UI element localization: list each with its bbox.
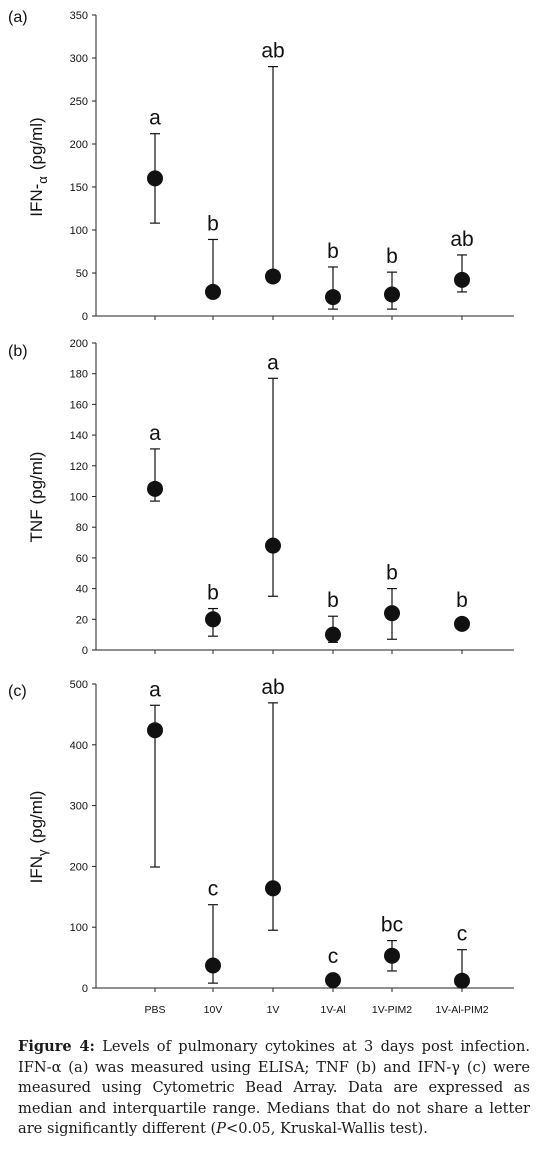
significance-letter: b [207,212,219,235]
y-tick-label: 300 [70,53,88,65]
median-point [454,972,470,989]
significance-letter: a [149,107,161,130]
median-point [454,615,470,632]
y-axis-label-unit: (pg/ml) [27,452,46,505]
figure: (a) 0 50 100 150 200 250 300 350 IFN-α(pg/ml) a b ab… [8,9,514,1016]
significance-letter: ab [261,40,284,63]
caption-text-part1: Levels of pulmonary cytokines at 3 days … [18,1038,530,1137]
y-tick-label: 50 [76,268,88,280]
y-tick-label: 0 [82,645,88,657]
panel-2: (b) 0 20 40 60 80 100 120 140 160 180 200 TNF (pg/ml)… [8,338,514,657]
x-category-label: 1V-Al [320,1004,345,1016]
x-category-label: 1V-Al-PIM2 [435,1004,488,1016]
y-tick-label: 20 [76,614,88,626]
median-point [325,626,341,643]
significance-letter: a [149,678,161,701]
y-tick-label: 300 [70,801,88,813]
y-tick-label: 500 [70,679,88,691]
panel-label: (a) [8,9,28,26]
y-axis-label-main: IFN [27,856,46,883]
y-tick-label: 0 [82,311,88,323]
panel-label: (c) [8,683,27,700]
panel-3: (c) 0 100 200 300 400 500 IFNγ (pg/ml) a c ab c bc c [8,676,514,995]
figure-caption: Figure 4: Levels of pulmonary cytokines … [18,1037,530,1140]
significance-letter: ab [450,228,473,251]
y-axis-label-main: IFN- [27,184,46,217]
median-point [325,289,341,306]
y-tick-label: 60 [76,553,88,565]
median-point [205,283,221,300]
y-tick-label: 100 [70,922,88,934]
y-tick-label: 250 [70,96,88,108]
y-axis-label-unit: (pg/ml) [27,791,46,844]
y-tick-label: 100 [70,492,88,504]
y-tick-label: 180 [70,369,88,381]
significance-letter: b [327,589,339,612]
significance-letter: c [208,878,219,901]
y-tick-label: 140 [70,430,88,442]
y-axis-label-unit: (pg/ml) [27,117,46,170]
significance-letter: c [328,945,339,968]
median-point [454,271,470,288]
y-tick-label: 120 [70,461,88,473]
median-point [147,722,163,739]
significance-letter: a [149,422,161,445]
significance-letter: ab [261,676,284,699]
x-category-label: 1V-PIM2 [372,1004,412,1016]
significance-letter: b [456,589,468,612]
caption-p-symbol: P [216,1120,226,1137]
x-category-label: PBS [144,1004,165,1016]
significance-letter: bc [381,914,403,937]
caption-lead: Figure 4: [18,1038,95,1055]
y-tick-label: 160 [70,399,88,411]
y-axis-label-main: TNF [27,509,46,542]
y-axis-label: IFN-α (pg/ml) [27,117,50,216]
median-point [147,170,163,187]
y-tick-label: 80 [76,522,88,534]
y-axis-label: IFNγ (pg/ml) [27,791,50,884]
significance-letter: b [386,562,398,585]
y-tick-label: 0 [82,983,88,995]
median-point [384,947,400,964]
significance-letter: b [386,245,398,268]
median-point [147,480,163,497]
median-point [325,972,341,989]
median-point [384,605,400,622]
y-tick-label: 200 [70,861,88,873]
significance-letter: c [457,923,468,946]
y-axis-label-sub: γ [35,849,50,856]
y-axis-label-sub: α [35,176,50,184]
median-point [384,286,400,303]
caption-text-part2: <0.05, Kruskal-Wallis test). [226,1120,428,1137]
x-category-label: 10V [204,1004,223,1016]
y-tick-label: 400 [70,740,88,752]
median-point [265,880,281,897]
significance-letter: b [207,582,219,605]
panel-label: (b) [8,343,28,360]
y-tick-label: 200 [70,139,88,151]
x-category-label: 1V [267,1004,280,1016]
y-tick-label: 150 [70,182,88,194]
median-point [265,268,281,285]
y-tick-label: 200 [70,338,88,350]
y-tick-label: 350 [70,10,88,22]
significance-letter: a [267,351,279,374]
y-axis-label: TNF (pg/ml) [27,452,46,543]
median-point [205,611,221,628]
significance-letter: b [327,240,339,263]
median-point [205,957,221,974]
median-point [265,537,281,554]
y-tick-label: 40 [76,584,88,596]
y-tick-label: 100 [70,225,88,237]
